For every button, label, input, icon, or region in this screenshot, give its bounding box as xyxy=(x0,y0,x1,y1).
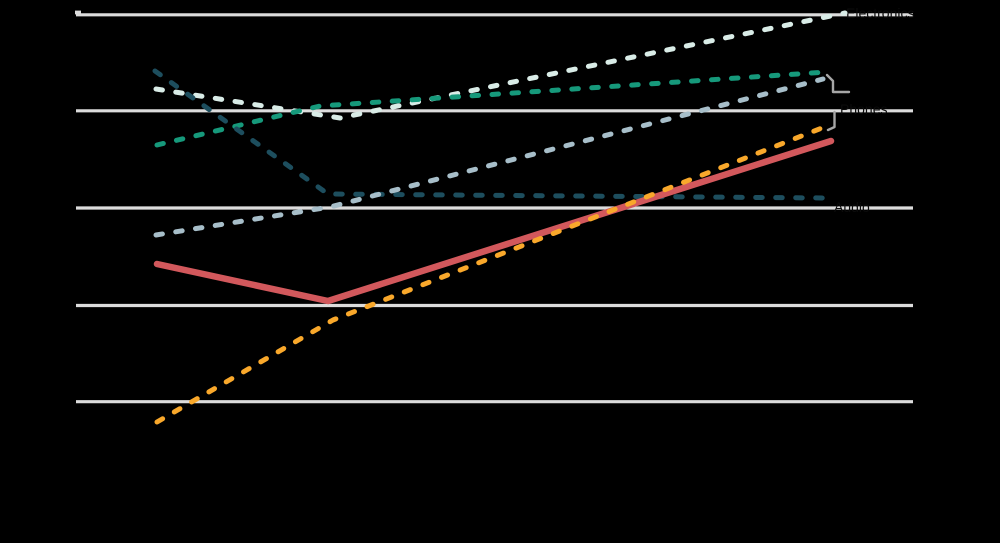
label-connector-1 xyxy=(825,73,851,94)
series-line-orange xyxy=(154,123,830,425)
series-line-pale-mint xyxy=(153,10,848,121)
series-end-label-dark-teal: Audio xyxy=(834,199,870,215)
label-connector-2 xyxy=(826,110,836,132)
series-line-dark-teal xyxy=(152,68,828,201)
series-line-green xyxy=(154,69,830,148)
series-end-label-orange: Phones xyxy=(840,101,887,117)
axis-start-tick xyxy=(75,10,81,15)
series-line-blue-gray xyxy=(153,76,826,238)
series-line-red xyxy=(153,137,835,305)
series-end-label-pale-mint: Electronics xyxy=(846,5,914,21)
